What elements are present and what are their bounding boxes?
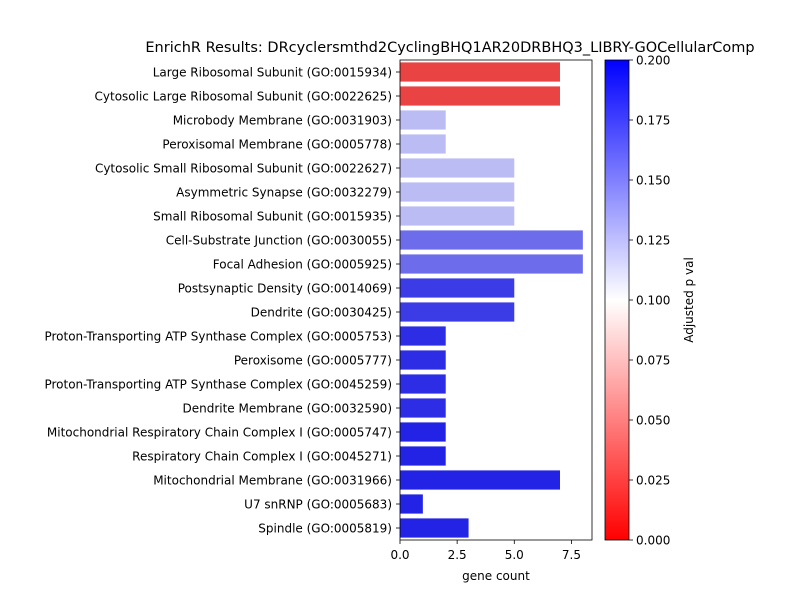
category-label: Postsynaptic Density (GO:0014069): [178, 282, 392, 296]
colorbar-tick-label: 0.200: [636, 54, 670, 68]
colorbar-tick-label: 0.000: [636, 534, 670, 548]
bar: [400, 230, 583, 250]
category-label: Asymmetric Synapse (GO:0032279): [176, 186, 392, 200]
bar: [400, 86, 560, 106]
bars-group: [400, 62, 583, 538]
category-label: Small Ribosomal Subunit (GO:0015935): [153, 210, 392, 224]
bar: [400, 326, 446, 346]
bar: [400, 374, 446, 394]
bar: [400, 206, 515, 226]
bar: [400, 158, 515, 178]
category-label: Cytosolic Small Ribosomal Subunit (GO:00…: [95, 162, 392, 176]
category-label: Mitochondrial Respiratory Chain Complex …: [47, 426, 392, 440]
colorbar-tick-label: 0.100: [636, 294, 670, 308]
colorbar-label: Adjusted p val: [682, 257, 696, 343]
colorbar-tick-label: 0.075: [636, 354, 670, 368]
category-label: Spindle (GO:0005819): [258, 522, 392, 536]
colorbar-tick-label: 0.050: [636, 414, 670, 428]
category-label: Dendrite Membrane (GO:0032590): [182, 402, 392, 416]
category-label: Peroxisome (GO:0005777): [234, 354, 392, 368]
category-label: Cytosolic Large Ribosomal Subunit (GO:00…: [95, 90, 392, 104]
bar: [400, 302, 515, 322]
x-tick-label: 7.5: [562, 548, 581, 562]
bar: [400, 446, 446, 466]
category-label: Proton-Transporting ATP Synthase Complex…: [44, 378, 392, 392]
colorbar-tick-label: 0.175: [636, 114, 670, 128]
category-label: Dendrite (GO:0030425): [251, 306, 392, 320]
plot-frame: [399, 59, 593, 541]
bar: [400, 134, 446, 154]
bar: [400, 254, 583, 274]
bar: [400, 398, 446, 418]
bar: [400, 422, 446, 442]
bar: [400, 182, 515, 202]
colorbar-tick-label: 0.025: [636, 474, 670, 488]
colorbar: 0.000 0.025 0.050 0.075 0.100 0.125 0.150 0.175…: [604, 54, 670, 548]
x-axis-label: gene count: [462, 569, 530, 583]
x-tick-label: 0.0: [390, 548, 409, 562]
bar: [400, 470, 560, 490]
category-label: U7 snRNP (GO:0005683): [244, 498, 392, 512]
bar: [400, 110, 446, 130]
category-label: Focal Adhesion (GO:0005925): [213, 258, 392, 272]
category-label: Mitochondrial Membrane (GO:0031966): [153, 474, 392, 488]
category-labels: Large Ribosomal Subunit (GO:0015934) Cyto…: [44, 66, 400, 536]
x-tick-label: 2.5: [448, 548, 467, 562]
colorbar-tick-label: 0.150: [636, 174, 670, 188]
bar: [400, 494, 423, 514]
bar: [400, 278, 515, 298]
chart-title: EnrichR Results: DRcyclersmthd2CyclingBH…: [145, 40, 754, 56]
category-label: Cell-Substrate Junction (GO:0030055): [166, 234, 392, 248]
category-label: Proton-Transporting ATP Synthase Complex…: [44, 330, 392, 344]
category-label: Large Ribosomal Subunit (GO:0015934): [153, 66, 392, 80]
x-tick-label: 5.0: [505, 548, 524, 562]
bar: [400, 350, 446, 370]
x-axis: 0.0 2.5 5.0 7.5: [390, 540, 581, 562]
bar: [400, 62, 560, 82]
category-label: Respiratory Chain Complex I (GO:0045271): [132, 450, 392, 464]
bar: [400, 518, 469, 538]
category-label: Microbody Membrane (GO:0031903): [173, 114, 392, 128]
colorbar-tick-label: 0.125: [636, 234, 670, 248]
colorbar-gradient: [604, 59, 630, 541]
category-label: Peroxisomal Membrane (GO:0005778): [162, 138, 392, 152]
